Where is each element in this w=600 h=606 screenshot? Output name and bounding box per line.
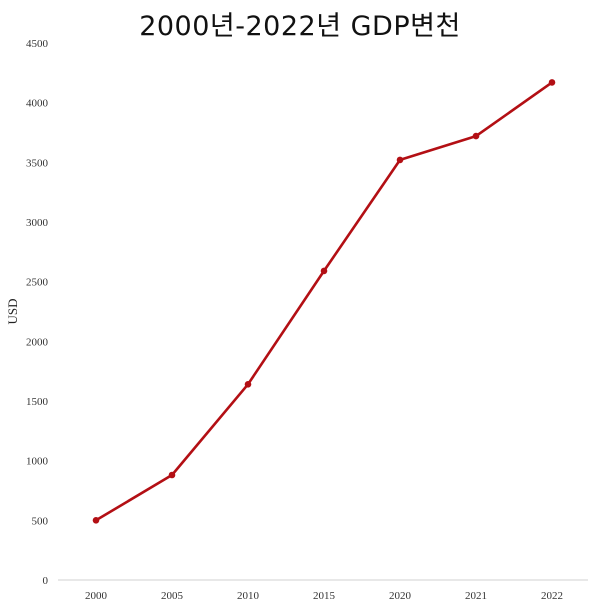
x-tick-label: 2022 [541, 590, 563, 602]
y-tick-label: 500 [32, 515, 49, 527]
x-tick-label: 2020 [389, 590, 412, 602]
x-tick-label: 2000 [85, 590, 108, 602]
y-tick-label: 4000 [26, 98, 49, 110]
chart-title: 2000년-2022년 GDP변천 [139, 11, 461, 42]
y-tick-label: 1000 [26, 456, 49, 468]
y-axis-label: USD [5, 298, 20, 324]
y-tick-label: 2500 [26, 277, 49, 289]
y-tick-label: 0 [43, 575, 49, 587]
y-tick-label: 4500 [26, 38, 49, 50]
y-tick-label: 3000 [26, 217, 49, 229]
x-tick-label: 2015 [313, 590, 336, 602]
series-group [92, 79, 556, 524]
y-tick-label: 1500 [26, 396, 49, 408]
x-tick-label: 2005 [161, 590, 184, 602]
x-tick-label: 2021 [465, 590, 487, 602]
data-point [472, 132, 480, 140]
y-axis-ticks: 0 500 1000 1500 2000 2500 3000 3500 4000 4500 [26, 38, 49, 587]
data-point [92, 517, 100, 524]
x-tick-label: 2010 [237, 590, 260, 602]
x-axis-ticks: 2000 2005 2010 2015 2020 2021 2022 [85, 590, 563, 602]
y-tick-label: 2000 [26, 336, 49, 348]
data-point [244, 381, 252, 388]
data-point [320, 267, 328, 275]
y-tick-label: 3500 [26, 157, 49, 169]
data-point [548, 79, 556, 86]
data-point [168, 471, 176, 479]
data-point [396, 156, 404, 164]
series-line [95, 81, 553, 522]
